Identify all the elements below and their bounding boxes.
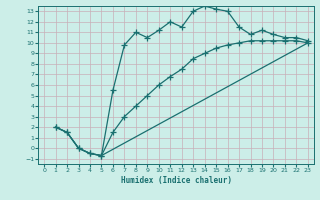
X-axis label: Humidex (Indice chaleur): Humidex (Indice chaleur) bbox=[121, 176, 231, 185]
